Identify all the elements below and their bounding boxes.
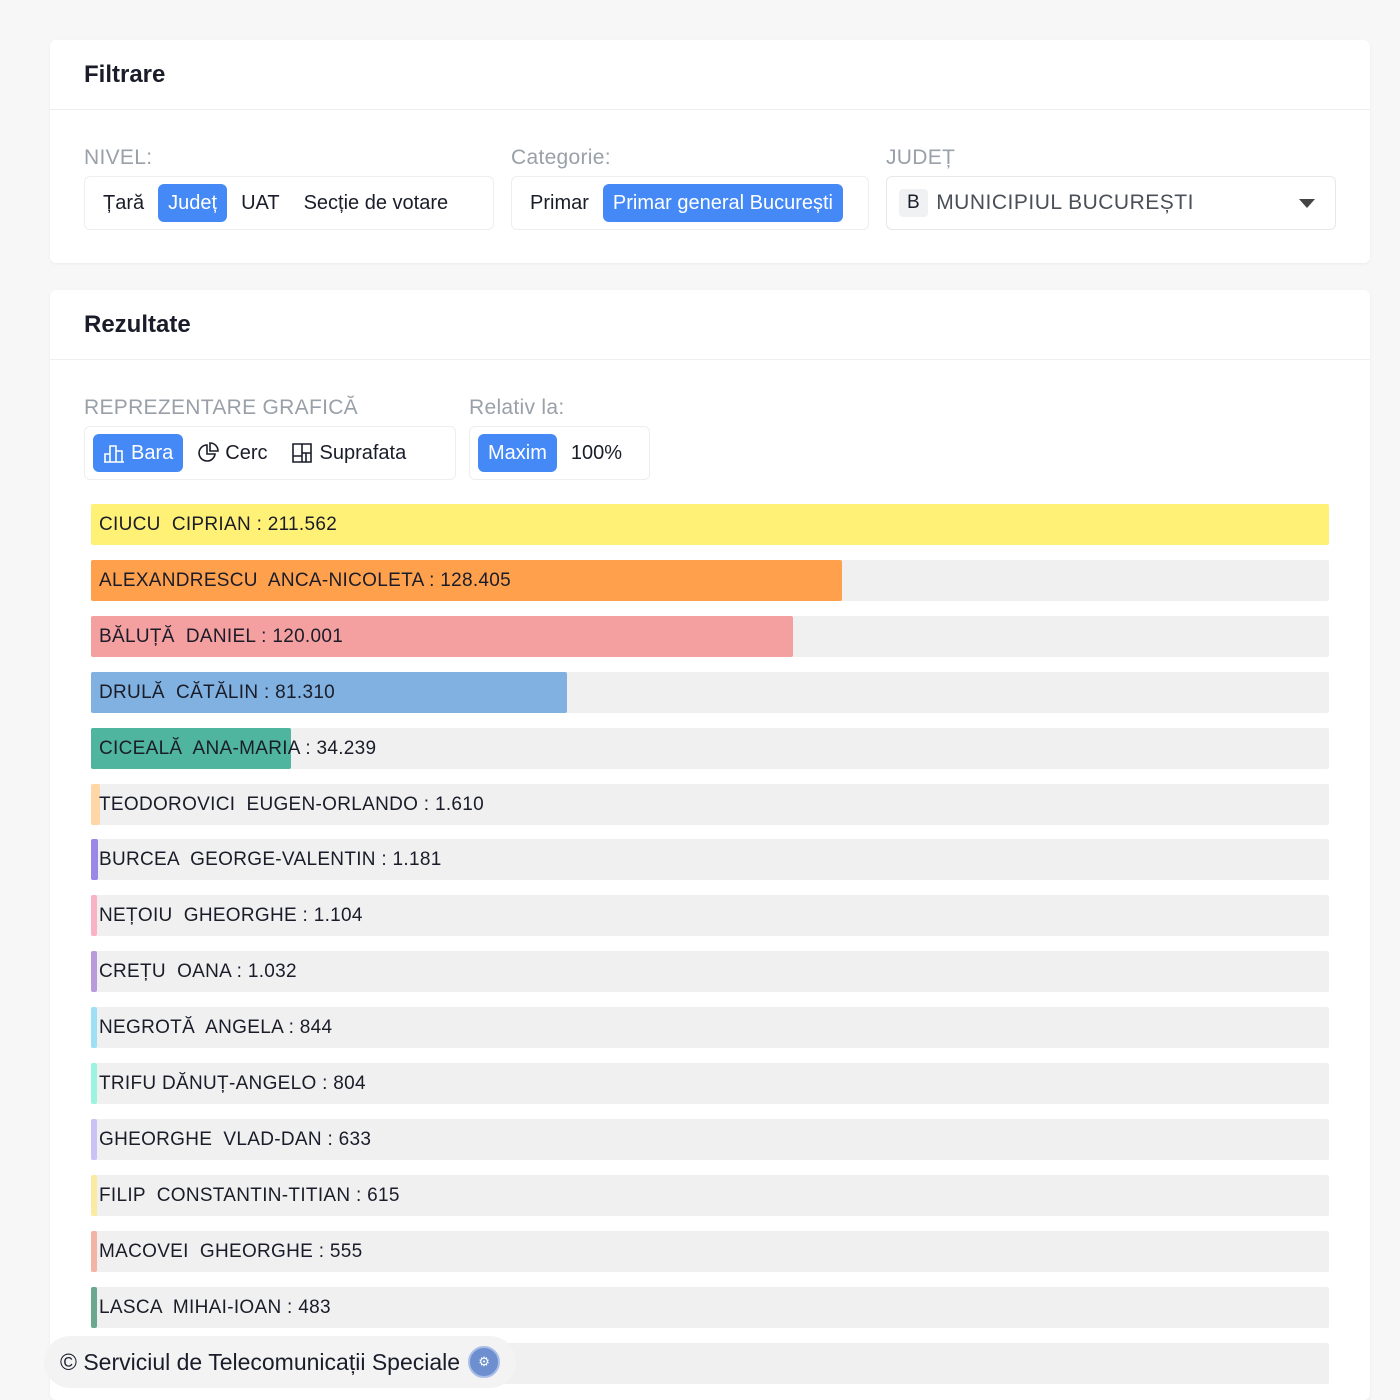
results-card: Rezultate REPREZENTARE GRAFICĂ Bara Cerc… [50,290,1370,1400]
results-title: Rezultate [50,290,1370,360]
bar-fill [91,951,98,993]
categorie-option-primar-general[interactable]: Primar general București [602,184,843,222]
bar-label: CREȚU OANA : 1.032 [99,961,297,983]
bar-fill [91,504,1329,545]
bar-fill [91,1118,97,1160]
bar-fill [91,895,98,937]
categorie-group: Primar Primar general București [511,176,869,230]
bar-fill [91,1063,97,1104]
relativ-label: Relativ la: [469,396,565,419]
repr-label: REPREZENTARE GRAFICĂ [84,396,358,419]
bar-row: NEGROTĂ ANGELA : 844 [91,1007,1329,1049]
judet-value: MUNICIPIUL BUCUREȘTI [936,191,1194,214]
bar-label: CICEALĂ ANA-MARIA : 34.239 [99,737,377,759]
pie-chart-icon [198,442,220,462]
nivel-group: Țară Județ UAT Secție de votare [84,176,494,230]
sts-logo: ⚙ [468,1346,501,1378]
judet-select[interactable]: B MUNICIPIUL BUCUREȘTI [886,176,1336,230]
repr-option-label: Bara [131,441,174,464]
bar-label: GHEORGHE VLAD-DAN : 633 [99,1128,372,1150]
bar-fill [91,615,794,657]
nivel-label: NIVEL: [84,146,153,169]
bar-label: DRULĂ CĂTĂLIN : 81.310 [99,681,336,703]
bar-row: BURCEA GEORGE-VALENTIN : 1.181 [91,839,1329,881]
bar-row: TEODOROVICI EUGEN-ORLANDO : 1.610 [91,783,1329,825]
nivel-option-uat[interactable]: UAT [241,191,280,214]
repr-option-bara[interactable]: Bara [93,434,184,472]
bar-fill [91,727,292,769]
bar-row: CIUCU CIPRIAN : 211.562 [91,504,1329,545]
bar-fill [91,839,98,881]
repr-option-label: Suprafata [319,441,407,464]
bar-row: LASCA MIHAI-IOAN : 483 [91,1286,1329,1328]
bar-label: ALEXANDRESCU ANCA-NICOLETA : 128.405 [99,569,512,591]
bar-fill [91,783,101,825]
judet-label: JUDEȚ [886,146,956,169]
nivel-option-judet[interactable]: Județ [158,184,228,222]
bar-fill [91,1174,97,1216]
bar-fill [91,671,567,713]
nivel-option-tara[interactable]: Țară [103,191,145,214]
bar-label: LASCA MIHAI-IOAN : 483 [99,1296,331,1318]
repr-option-suprafata[interactable]: Suprafata [281,434,416,472]
filter-card: Filtrare NIVEL: Țară Județ UAT Secție de… [50,40,1370,263]
relativ-option-100[interactable]: 100% [570,441,623,464]
nivel-option-sectie[interactable]: Secție de votare [303,191,449,214]
bar-label: TEODOROVICI EUGEN-ORLANDO : 1.610 [99,793,485,815]
bar-row: TRIFU DĂNUȚ-ANGELO : 804 [91,1063,1329,1104]
bar-row: ALEXANDRESCU ANCA-NICOLETA : 128.405 [91,559,1329,601]
bar-row: DRULĂ CĂTĂLIN : 81.310 [91,671,1329,713]
bar-fill [91,559,843,601]
bar-row: CICEALĂ ANA-MARIA : 34.239 [91,727,1329,769]
bar-label: FILIP CONSTANTIN-TITIAN : 615 [99,1184,400,1206]
bar-row: GHEORGHE VLAD-DAN : 633 [91,1118,1329,1160]
bar-label: NEGROTĂ ANGELA : 844 [99,1017,333,1039]
bar-label: BĂLUȚĂ DANIEL : 120.001 [99,625,344,647]
filter-title: Filtrare [50,40,1370,110]
repr-option-label: Cerc [225,441,268,464]
relativ-group: Maxim 100% [469,426,650,480]
footer: © Serviciul de Telecomunicații Speciale … [44,1336,517,1388]
page: Filtrare NIVEL: Țară Județ UAT Secție de… [6,0,1396,1400]
bar-label: BURCEA GEORGE-VALENTIN : 1.181 [99,849,442,871]
bar-fill [91,1230,97,1272]
categorie-option-primar[interactable]: Primar [530,191,589,214]
bar-row: BĂLUȚĂ DANIEL : 120.001 [91,615,1329,657]
bar-row: FILIP CONSTANTIN-TITIAN : 615 [91,1174,1329,1216]
bar-row: MACOVEI GHEORGHE : 555 [91,1230,1329,1272]
bar-fill [91,1286,97,1328]
footer-text: © Serviciul de Telecomunicații Speciale [60,1348,461,1375]
repr-option-cerc[interactable]: Cerc [187,434,277,472]
judet-code-badge: B [899,189,929,217]
bar-row: NEȚOIU GHEORGHE : 1.104 [91,895,1329,937]
bar-row: CREȚU OANA : 1.032 [91,951,1329,993]
treemap-icon [292,443,313,463]
bar-label: NEȚOIU GHEORGHE : 1.104 [99,905,363,927]
bar-label: MACOVEI GHEORGHE : 555 [99,1240,363,1262]
bar-chart-icon [104,445,124,463]
bar-label: TRIFU DĂNUȚ-ANGELO : 804 [99,1073,366,1094]
repr-group: Bara Cerc Suprafata [84,426,456,480]
chevron-down-icon [1299,199,1315,208]
bar-label: CIUCU CIPRIAN : 211.562 [99,514,338,535]
categorie-label: Categorie: [511,146,611,169]
relativ-option-maxim[interactable]: Maxim [478,434,557,472]
bar-fill [91,1007,97,1049]
